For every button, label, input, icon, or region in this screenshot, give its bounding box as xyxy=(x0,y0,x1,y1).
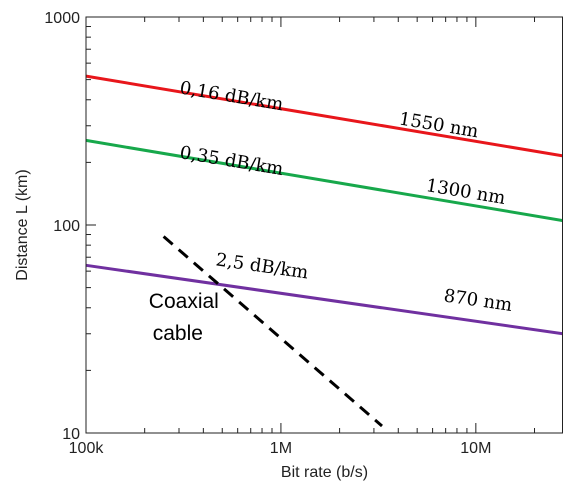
series-line-870-nm xyxy=(85,263,563,336)
annotation-label-1550: 1550 nm xyxy=(397,108,480,142)
annotation-label-870: 870 nm xyxy=(442,285,513,316)
y-tick-label: 10 xyxy=(62,426,80,443)
ticks-layer: 10 100 1000 100k 1M 10M xyxy=(44,10,536,457)
series-line-1300-nm xyxy=(85,138,563,223)
plot-area-frame xyxy=(85,16,563,434)
series-line-1550-nm xyxy=(85,74,563,158)
y-tick-label: 1000 xyxy=(44,10,80,27)
x-tick-label: 100k xyxy=(69,440,105,457)
x-tick-label: 1M xyxy=(270,440,292,457)
annotation-coax-line2: cable xyxy=(153,322,203,345)
y-tick-label: 100 xyxy=(53,218,80,235)
series-layer xyxy=(85,74,563,428)
annotation-loss-1550: 0,16 dB/km xyxy=(178,77,285,115)
annotation-loss-1300: 0,35 dB/km xyxy=(178,142,285,180)
x-tick-label: 10M xyxy=(460,440,491,457)
series-line-coaxial-cable xyxy=(162,235,383,428)
y-axis-title: Distance L (km) xyxy=(14,169,31,280)
x-axis-title: Bit rate (b/s) xyxy=(281,464,368,481)
annotation-coax-line1: Coaxial xyxy=(149,290,219,313)
annotation-loss-870: 2,5 dB/km xyxy=(214,249,309,283)
